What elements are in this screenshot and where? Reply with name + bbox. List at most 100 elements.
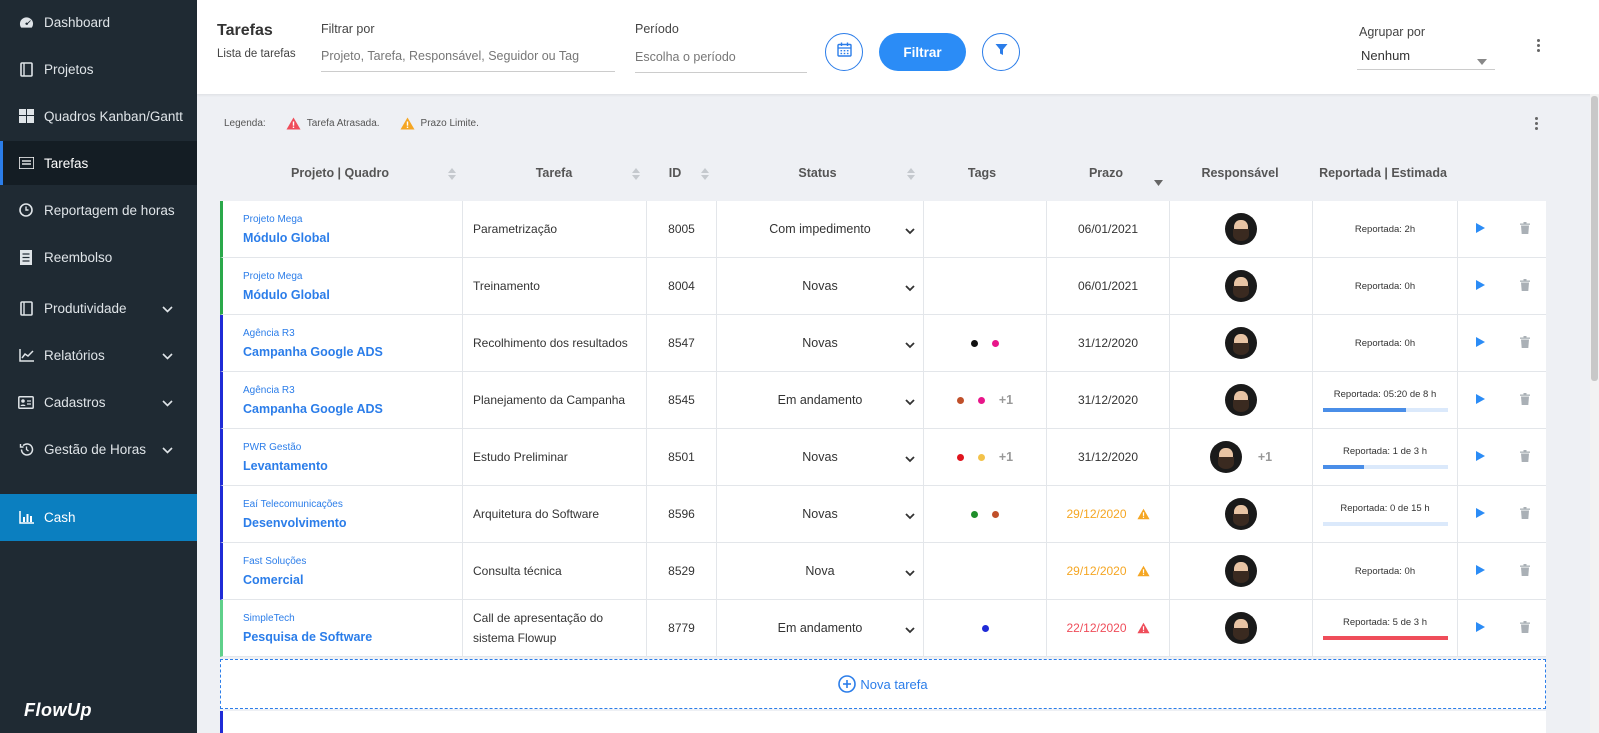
table-row[interactable]: Agência R3 Campanha Google ADS Recolhime…	[220, 315, 1546, 372]
sidebar-item-projetos[interactable]: Projetos	[0, 47, 197, 91]
avatar[interactable]	[1209, 441, 1242, 473]
more-owners-count[interactable]: +1	[1257, 450, 1273, 464]
avatar[interactable]	[1225, 555, 1257, 587]
play-button[interactable]	[1458, 372, 1503, 428]
sidebar-item-relatorios[interactable]: Relatórios	[0, 333, 197, 377]
table-row[interactable]: PWR Gestão Levantamento Estudo Prelimina…	[220, 429, 1546, 486]
task-name[interactable]: Treinamento	[463, 258, 647, 314]
project-client-link[interactable]: SimpleTech	[243, 612, 295, 624]
sidebar-item-produtividade[interactable]: Produtividade	[0, 286, 197, 330]
project-board-link[interactable]: Módulo Global	[243, 230, 330, 245]
sidebar-item-dashboard[interactable]: Dashboard	[0, 0, 197, 44]
table-row[interactable]: Fast Soluções Comercial Consulta técnica…	[220, 543, 1546, 600]
column-task[interactable]: Tarefa	[535, 166, 573, 180]
play-button[interactable]	[1458, 543, 1503, 599]
play-button[interactable]	[1458, 600, 1503, 656]
project-client-link[interactable]: Agência R3	[243, 327, 295, 339]
avatar[interactable]	[1225, 384, 1257, 416]
status-select[interactable]: Nova	[717, 543, 924, 599]
sort-desc-icon[interactable]	[1154, 173, 1163, 191]
project-board-link[interactable]: Módulo Global	[243, 287, 330, 302]
table-more-icon[interactable]	[1535, 117, 1538, 130]
status-select[interactable]: Em andamento	[717, 600, 924, 656]
task-name[interactable]: Consulta técnica	[463, 543, 647, 599]
avatar[interactable]	[1225, 327, 1257, 359]
task-name[interactable]: Recolhimento dos resultados	[463, 315, 647, 371]
table-row[interactable]: SimpleTech Pesquisa de Software Call de …	[220, 600, 1546, 657]
scrollbar-thumb[interactable]	[1591, 96, 1598, 381]
tag-dot[interactable]	[992, 339, 999, 347]
tag-dot[interactable]	[992, 510, 999, 518]
project-client-link[interactable]: Projeto Mega	[243, 213, 303, 225]
delete-button[interactable]	[1503, 315, 1546, 371]
status-select[interactable]: Novas	[717, 258, 924, 314]
project-board-link[interactable]: Levantamento	[243, 458, 328, 473]
status-select[interactable]: Novas	[717, 315, 924, 371]
tag-dot[interactable]	[977, 396, 985, 404]
sidebar-item-cadastros[interactable]: Cadastros	[0, 380, 197, 424]
status-select[interactable]: Em andamento	[717, 372, 924, 428]
task-name[interactable]: Planejamento da Campanha	[463, 372, 647, 428]
project-board-link[interactable]: Campanha Google ADS	[243, 344, 383, 359]
play-button[interactable]	[1458, 201, 1503, 257]
tag-dot[interactable]	[971, 510, 978, 518]
advanced-filter-button[interactable]	[982, 33, 1020, 71]
period-input[interactable]: Escolha o período	[635, 50, 807, 73]
sidebar-item-tarefas[interactable]: Tarefas	[0, 141, 197, 185]
play-button[interactable]	[1458, 429, 1503, 485]
avatar[interactable]	[1225, 612, 1257, 644]
table-row[interactable]: Eaí Telecomunicações Desenvolvimento Arq…	[220, 486, 1546, 543]
group-select[interactable]: Nenhum	[1357, 48, 1495, 70]
task-name[interactable]: Arquitetura do Software	[463, 486, 647, 542]
sidebar-item-gestao-horas[interactable]: Gestão de Horas	[0, 427, 197, 471]
play-button[interactable]	[1458, 315, 1503, 371]
task-name[interactable]: Parametrização	[463, 201, 647, 257]
column-id[interactable]: ID	[668, 166, 682, 180]
more-tags-count[interactable]: +1	[998, 393, 1014, 407]
filter-button[interactable]: Filtrar	[879, 33, 966, 71]
new-task-button[interactable]: Nova tarefa	[220, 659, 1546, 709]
status-select[interactable]: Novas	[717, 486, 924, 542]
column-project[interactable]: Projeto | Quadro	[291, 166, 389, 180]
header-more-icon[interactable]	[1537, 39, 1540, 52]
delete-button[interactable]	[1503, 429, 1546, 485]
project-client-link[interactable]: Eaí Telecomunicações	[243, 498, 343, 510]
sidebar-item-quadros[interactable]: Quadros Kanban/Gantt	[0, 94, 197, 138]
tag-dot[interactable]	[977, 453, 985, 461]
status-select[interactable]: Novas	[717, 429, 924, 485]
project-board-link[interactable]: Desenvolvimento	[243, 515, 347, 530]
calendar-button[interactable]	[825, 33, 863, 71]
column-deadline[interactable]: Prazo	[1088, 166, 1124, 180]
tag-dot[interactable]	[981, 624, 989, 632]
scrollbar[interactable]	[1590, 94, 1599, 733]
project-board-link[interactable]: Campanha Google ADS	[243, 401, 383, 416]
project-client-link[interactable]: Agência R3	[243, 384, 295, 396]
task-name[interactable]: Estudo Preliminar	[463, 429, 647, 485]
table-row[interactable]: Agência R3 Campanha Google ADS Planejame…	[220, 372, 1546, 429]
table-row[interactable]	[220, 711, 1546, 733]
delete-button[interactable]	[1503, 600, 1546, 656]
project-client-link[interactable]: Projeto Mega	[243, 270, 303, 282]
table-row[interactable]: Projeto Mega Módulo Global Treinamento 8…	[220, 258, 1546, 315]
delete-button[interactable]	[1503, 258, 1546, 314]
more-tags-count[interactable]: +1	[998, 450, 1014, 464]
column-status[interactable]: Status	[798, 166, 837, 180]
filter-input[interactable]: Projeto, Tarefa, Responsável, Seguidor o…	[321, 49, 615, 72]
sort-icon[interactable]	[632, 167, 640, 185]
delete-button[interactable]	[1503, 372, 1546, 428]
table-row[interactable]: Projeto Mega Módulo Global Parametrizaçã…	[220, 201, 1546, 258]
project-client-link[interactable]: PWR Gestão	[243, 441, 302, 453]
sidebar-item-reembolso[interactable]: Reembolso	[0, 235, 197, 279]
delete-button[interactable]	[1503, 486, 1546, 542]
status-select[interactable]: Com impedimento	[717, 201, 924, 257]
sort-icon[interactable]	[448, 167, 456, 185]
sidebar-item-cash[interactable]: Cash	[0, 494, 197, 541]
delete-button[interactable]	[1503, 543, 1546, 599]
tag-dot[interactable]	[956, 453, 964, 461]
play-button[interactable]	[1458, 258, 1503, 314]
sort-icon[interactable]	[701, 167, 709, 185]
sidebar-item-reportagem[interactable]: Reportagem de horas	[0, 188, 197, 232]
avatar[interactable]	[1225, 270, 1257, 302]
task-name[interactable]: Call de apresentação do sistema Flowup	[463, 600, 647, 656]
tag-dot[interactable]	[971, 339, 978, 347]
